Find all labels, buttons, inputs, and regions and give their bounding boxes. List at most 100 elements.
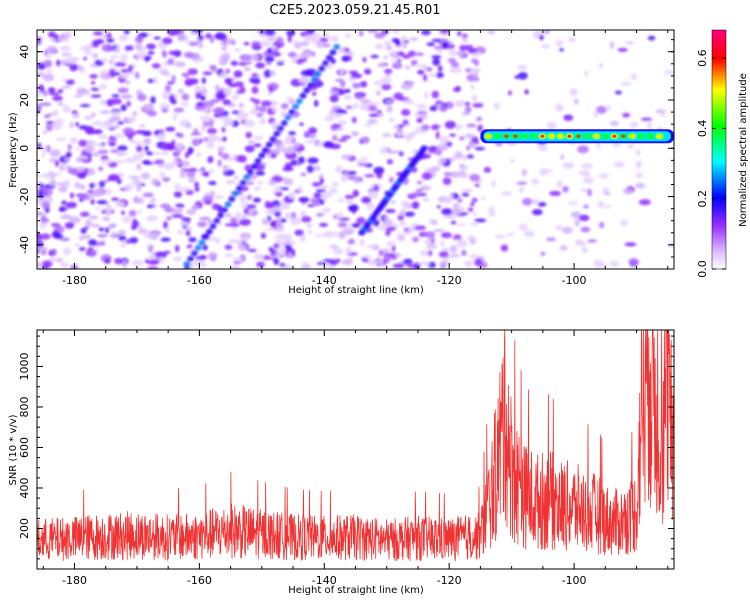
y-tick-label: 400: [18, 477, 31, 498]
heatmap-cell: [400, 208, 406, 215]
heatmap-cell: [164, 84, 172, 93]
heatmap-cell: [303, 132, 312, 136]
heatmap-cell: [431, 90, 440, 99]
heatmap-cell: [108, 59, 115, 65]
heatmap-cell: [414, 52, 425, 57]
heatmap-cell: [39, 221, 47, 229]
heatmap-cell: [402, 54, 411, 59]
heatmap-cell: [287, 252, 293, 259]
heatmap-cell: [517, 64, 528, 71]
heatmap-cell: [251, 86, 259, 94]
heatmap-cell: [210, 190, 216, 198]
heatmap-cell: [450, 245, 458, 254]
heatmap-cell: [173, 190, 183, 198]
heatmap-cell: [464, 105, 472, 114]
heatmap-cell: [224, 244, 233, 250]
heatmap-cell: [598, 221, 605, 229]
heatmap-cell: [335, 109, 345, 113]
heatmap-cell: [160, 237, 171, 242]
heatmap-cell: [383, 255, 391, 263]
heatmap-cell: [298, 196, 310, 203]
heatmap-streak-cell: [303, 87, 311, 94]
heatmap-cell: [186, 209, 197, 215]
heatmap-cell: [289, 217, 301, 226]
heatmap-cell: [177, 229, 185, 235]
heatmap-cell: [92, 31, 104, 36]
heatmap-cell: [368, 101, 380, 106]
heatmap-cell: [381, 247, 392, 254]
heatmap-cell: [135, 42, 143, 51]
heatmap-cell: [291, 56, 297, 64]
heatmap-cell: [359, 238, 366, 247]
heatmap-cell: [117, 229, 126, 236]
heatmap-cell: [187, 226, 192, 231]
heatmap-cell: [386, 105, 393, 113]
heatmap-cell: [622, 112, 631, 118]
heatmap-cell: [412, 236, 420, 243]
heatmap-cell: [390, 200, 396, 205]
heatmap-cell: [417, 261, 428, 265]
heatmap-cell: [584, 70, 589, 77]
colorbar-label: Normalized spectral amplitude: [738, 73, 749, 227]
heatmap-cell: [67, 165, 72, 174]
heatmap-cell: [469, 254, 478, 260]
heatmap-cell: [307, 157, 319, 164]
heatmap-cell: [206, 141, 215, 149]
heatmap-cell: [279, 262, 286, 268]
heatmap-cell: [280, 187, 290, 191]
heatmap-cell: [69, 216, 81, 224]
heatmap-cell: [510, 158, 515, 164]
heatmap-cell: [188, 41, 199, 47]
heatmap-cell: [62, 104, 71, 113]
heatmap-cell: [450, 220, 457, 225]
heatmap-cell: [368, 190, 379, 199]
heatmap-cell: [108, 141, 116, 147]
heatmap-cell: [80, 227, 87, 234]
heatmap-cell: [89, 74, 98, 79]
heatmap-cell: [139, 124, 146, 128]
heatmap-band: [480, 129, 674, 144]
heatmap-cell: [78, 246, 86, 252]
heatmap-cell: [126, 100, 131, 107]
heatmap-cell: [335, 258, 341, 263]
heatmap-cell: [437, 50, 443, 54]
heatmap-cell: [249, 108, 258, 115]
heatmap-cell: [190, 132, 202, 136]
heatmap-cell: [540, 251, 546, 256]
heatmap-cell: [286, 96, 295, 101]
heatmap-cell: [313, 141, 326, 147]
heatmap-cell: [647, 35, 656, 41]
heatmap-cell: [397, 51, 405, 57]
heatmap-cell: [340, 79, 346, 88]
heatmap-cell: [293, 142, 301, 149]
heatmap-cell: [345, 105, 353, 110]
heatmap-cell: [114, 257, 123, 265]
heatmap-cell: [261, 100, 272, 107]
heatmap-cell: [449, 66, 462, 74]
heatmap-cell: [97, 143, 104, 148]
heatmap-cell: [316, 261, 325, 266]
band-core: [655, 133, 664, 140]
heatmap-cell: [241, 186, 249, 192]
heatmap-cell: [217, 146, 226, 152]
heatmap-streak-cell: [269, 136, 277, 143]
heatmap-cell: [459, 170, 466, 175]
heatmap-cell: [101, 207, 111, 211]
heatmap-cell: [345, 33, 352, 39]
heatmap-cell: [537, 201, 547, 207]
heatmap-cell: [606, 105, 611, 112]
heatmap-cell: [195, 256, 205, 261]
heatmap-cell: [214, 83, 220, 92]
heatmap-cell: [209, 168, 214, 175]
heatmap-cell: [339, 67, 345, 75]
heatmap-cell: [459, 44, 468, 52]
heatmap-cell: [256, 261, 265, 268]
heatmap-cell: [197, 168, 203, 173]
heatmap-cell: [517, 71, 528, 80]
heatmap-y-ticks: -40 -20 0 20 40: [18, 39, 674, 270]
heatmap-cell: [477, 124, 484, 133]
heatmap-cell: [459, 174, 470, 178]
heatmap-cell: [325, 264, 336, 269]
heatmap-cell: [141, 160, 152, 165]
heatmap-cell: [663, 70, 674, 75]
